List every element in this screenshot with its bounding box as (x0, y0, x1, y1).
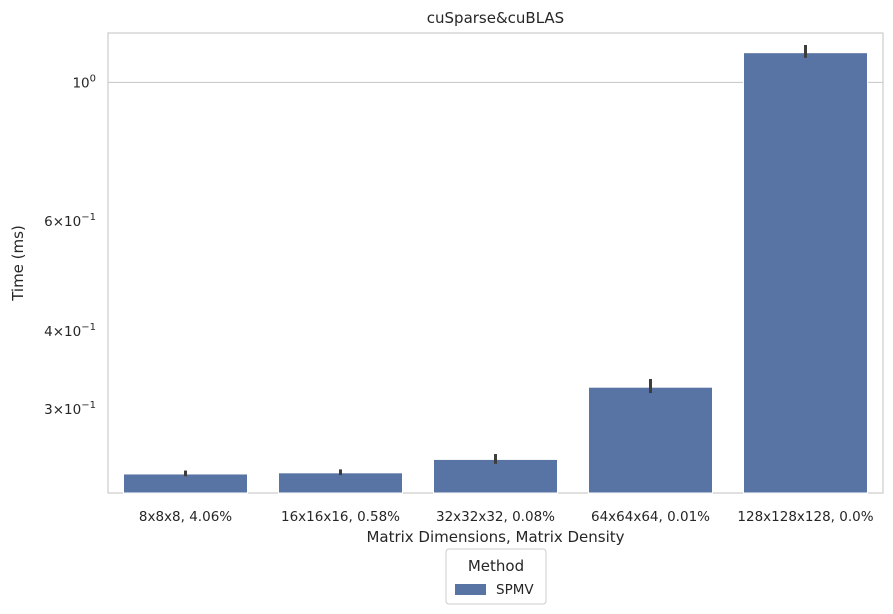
x-tick-label: 32x32x32, 0.08% (436, 509, 555, 525)
x-tick-label: 8x8x8, 4.06% (139, 509, 232, 525)
bar-4 (588, 386, 713, 494)
x-tick-label: 64x64x64, 0.01% (591, 509, 710, 525)
bar-1 (123, 473, 248, 494)
y-tick-labels: 100 6×10−1 4×10−1 3×10−1 (44, 73, 96, 417)
legend-swatch-spmv (455, 584, 486, 595)
y-tick-label: 100 (72, 73, 96, 91)
y-axis-label: Time (ms) (9, 225, 27, 302)
y-tick-label: 6×10−1 (44, 212, 96, 230)
x-axis-label: Matrix Dimensions, Matrix Density (366, 528, 624, 546)
legend-label-spmv: SPMV (496, 582, 534, 598)
bars (123, 52, 868, 494)
x-tick-label: 16x16x16, 0.58% (281, 509, 400, 525)
legend-title: Method (468, 557, 524, 575)
bar-5 (743, 52, 868, 494)
y-tick-label: 4×10−1 (44, 322, 96, 340)
bar-3 (433, 458, 558, 494)
error-bars (184, 45, 807, 477)
legend: Method SPMV (445, 548, 547, 605)
x-tick-label: 128x128x128, 0.0% (737, 509, 873, 525)
x-tick-labels: 8x8x8, 4.06% 16x16x16, 0.58% 32x32x32, 0.0… (139, 509, 874, 525)
chart-title: cuSparse&cuBLAS (427, 9, 564, 27)
bar-2 (278, 472, 403, 494)
y-tick-label: 3×10−1 (44, 400, 96, 418)
